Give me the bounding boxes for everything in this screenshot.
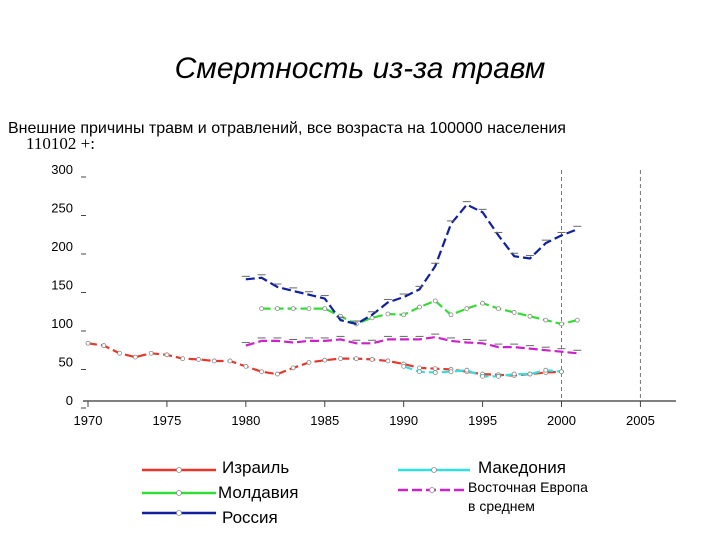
series-line-1 bbox=[261, 299, 578, 326]
series-line-2 bbox=[245, 203, 578, 326]
data-point bbox=[338, 356, 343, 362]
x-tick-label: 1985 bbox=[310, 413, 339, 428]
legend-marker-0 bbox=[176, 467, 182, 473]
data-point bbox=[322, 306, 328, 312]
data-point bbox=[448, 369, 454, 375]
x-tick-label: 2000 bbox=[547, 413, 576, 428]
data-point bbox=[117, 350, 122, 356]
data-point bbox=[322, 357, 328, 363]
data-point bbox=[432, 370, 438, 375]
data-point bbox=[275, 371, 280, 377]
data-point bbox=[432, 298, 438, 304]
data-point bbox=[559, 321, 564, 327]
legend-label-russia: Россия bbox=[222, 508, 278, 527]
data-point bbox=[417, 365, 422, 371]
data-point bbox=[559, 369, 564, 375]
data-point bbox=[227, 358, 233, 364]
y-tick-label: 50 bbox=[59, 355, 73, 370]
data-point bbox=[259, 369, 265, 375]
data-point bbox=[511, 310, 517, 315]
data-point bbox=[480, 373, 485, 379]
data-point bbox=[401, 363, 407, 369]
data-point bbox=[527, 313, 533, 319]
y-tick-label: 250 bbox=[51, 201, 73, 216]
data-point bbox=[353, 356, 359, 362]
data-point bbox=[369, 357, 375, 362]
data-point bbox=[306, 306, 312, 312]
data-point bbox=[511, 371, 517, 377]
data-point bbox=[243, 363, 249, 369]
data-point bbox=[259, 306, 265, 312]
data-point bbox=[211, 358, 217, 364]
chart-code: 110102 +: bbox=[26, 134, 95, 153]
data-point bbox=[527, 371, 533, 377]
page-title: Смертность из-за травм bbox=[174, 52, 546, 85]
legend-label-moldova: Молдавия bbox=[218, 483, 299, 502]
data-point bbox=[275, 306, 280, 312]
legend-marker-4 bbox=[429, 487, 435, 493]
data-point bbox=[196, 357, 201, 362]
chart-subtitle: Внешние причины травм и отравлений, все … bbox=[8, 120, 566, 137]
data-point bbox=[164, 352, 170, 358]
data-point bbox=[290, 365, 296, 371]
data-point bbox=[417, 369, 422, 375]
data-point bbox=[464, 367, 470, 373]
x-tick-label: 1970 bbox=[74, 413, 103, 428]
data-point bbox=[495, 373, 501, 379]
data-point bbox=[306, 360, 312, 365]
data-point bbox=[417, 304, 422, 310]
data-point bbox=[148, 350, 154, 356]
data-point bbox=[369, 315, 375, 321]
data-point bbox=[85, 340, 91, 346]
legend-label-eastern-europe-2: в среднем bbox=[468, 498, 535, 514]
x-tick-label: 1975 bbox=[152, 413, 181, 428]
x-tick-label: 1995 bbox=[468, 413, 497, 428]
data-point bbox=[480, 300, 485, 306]
y-tick-label: 300 bbox=[51, 162, 73, 177]
data-point bbox=[180, 356, 186, 362]
data-point bbox=[401, 312, 407, 318]
legend-label-israel: Израиль bbox=[222, 458, 290, 477]
series-line-4 bbox=[245, 335, 578, 355]
data-point bbox=[543, 367, 549, 373]
data-point bbox=[574, 317, 580, 323]
data-point bbox=[132, 354, 138, 360]
x-tick-label: 1990 bbox=[389, 413, 418, 428]
data-point bbox=[385, 311, 391, 317]
data-point bbox=[543, 317, 549, 323]
y-tick-label: 0 bbox=[66, 393, 73, 408]
legend-marker-2 bbox=[176, 510, 182, 516]
y-tick-label: 100 bbox=[51, 316, 73, 331]
data-point bbox=[101, 343, 107, 348]
y-tick-label: 150 bbox=[51, 278, 73, 293]
data-point bbox=[448, 312, 454, 318]
legend-marker-1 bbox=[176, 490, 182, 496]
data-point bbox=[290, 306, 296, 312]
legend-label-macedonia: Македония bbox=[478, 458, 566, 477]
data-point bbox=[495, 306, 501, 312]
data-point bbox=[464, 306, 470, 312]
data-point bbox=[432, 366, 438, 372]
legend-marker-3 bbox=[431, 467, 437, 473]
y-tick-label: 200 bbox=[51, 239, 73, 254]
x-tick-label: 1980 bbox=[231, 413, 260, 428]
data-point bbox=[385, 358, 391, 364]
legend-label-eastern-europe-1: Восточная Европа bbox=[468, 479, 588, 495]
x-tick-label: 2005 bbox=[626, 413, 655, 428]
